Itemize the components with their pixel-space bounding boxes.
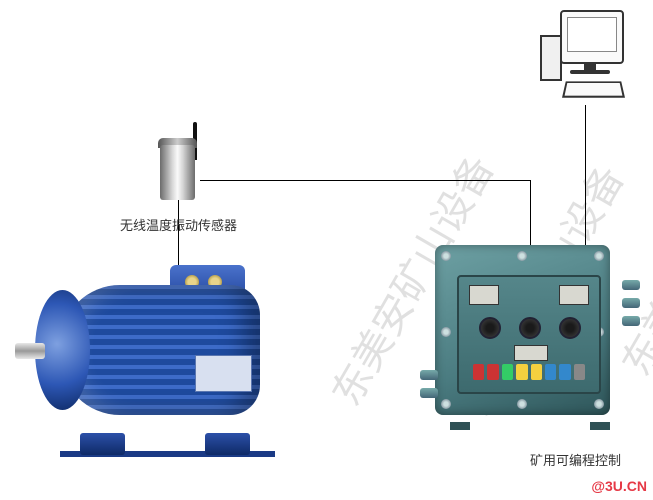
computer-keyboard-icon xyxy=(562,81,625,97)
computer-screen-icon xyxy=(567,17,617,52)
motor-body-icon xyxy=(60,285,260,415)
plc-button-icon xyxy=(559,364,570,380)
plc-port-icon xyxy=(622,316,640,326)
computer-tower-icon xyxy=(540,35,562,81)
plc-bolt-icon xyxy=(594,399,604,409)
plc-bolt-icon xyxy=(441,327,451,337)
computer-stand-icon xyxy=(584,62,596,70)
plc-bolt-icon xyxy=(594,251,604,261)
plc-port-icon xyxy=(622,298,640,308)
sensor-body-icon xyxy=(160,145,195,200)
plc-button-icon xyxy=(502,364,513,380)
plc-bolt-icon xyxy=(441,399,451,409)
wireless-sensor-node xyxy=(160,130,205,200)
edge-sensor-motor xyxy=(178,200,179,268)
plc-port-icon xyxy=(420,388,438,398)
plc-button-icon xyxy=(545,364,556,380)
edge-sensor-plc-h xyxy=(200,180,530,181)
plc-foot-icon xyxy=(590,422,610,430)
computer-node xyxy=(540,10,630,105)
plc-panel-icon xyxy=(457,275,601,394)
plc-foot-icon xyxy=(450,422,470,430)
plc-button-icon xyxy=(516,364,527,380)
plc-bolt-icon xyxy=(441,251,451,261)
plc-button-icon xyxy=(574,364,585,380)
plc-shell-icon xyxy=(435,245,610,415)
plc-button-icon xyxy=(531,364,542,380)
sensor-label: 无线温度振动传感器 xyxy=(120,215,237,234)
edge-plc-computer xyxy=(585,105,586,245)
computer-base-icon xyxy=(570,70,610,74)
plc-port-icon xyxy=(622,280,640,290)
motor-foot-icon xyxy=(205,433,250,455)
plc-label: 矿用可编程控制 xyxy=(530,450,621,469)
motor-nameplate-icon xyxy=(195,355,252,392)
diagram-canvas: 东美安矿山设备 东美安矿山设备 东美安矿山设备 无线温度振动传感器 xyxy=(0,0,653,500)
plc-controller-node xyxy=(430,240,630,430)
plc-dial-icon xyxy=(519,317,541,339)
corner-tag: @3U.CN xyxy=(591,478,647,494)
plc-plate-icon xyxy=(514,345,548,361)
motor-shaft-icon xyxy=(15,343,45,359)
motor-node xyxy=(20,265,300,465)
plc-plate-icon xyxy=(559,285,589,305)
plc-dial-icon xyxy=(479,317,501,339)
plc-button-icon xyxy=(473,364,484,380)
plc-bolt-icon xyxy=(517,399,527,409)
motor-foot-icon xyxy=(80,433,125,455)
plc-plate-icon xyxy=(469,285,499,305)
plc-bolt-icon xyxy=(517,251,527,261)
computer-monitor-icon xyxy=(560,10,624,64)
plc-dial-icon xyxy=(559,317,581,339)
plc-button-icon xyxy=(487,364,498,380)
edge-sensor-plc-v xyxy=(530,180,531,245)
plc-button-row xyxy=(473,364,585,380)
plc-port-icon xyxy=(420,370,438,380)
